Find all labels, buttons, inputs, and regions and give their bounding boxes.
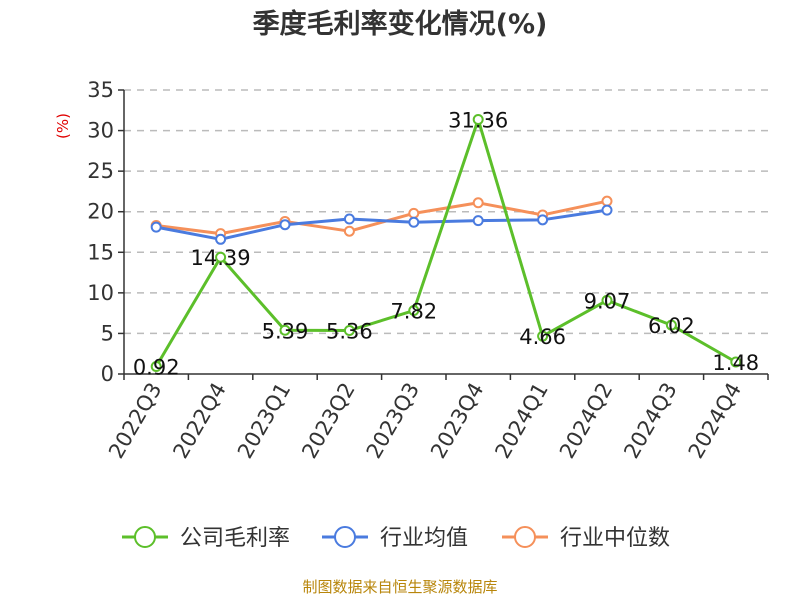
x-tick-label: 2023Q1: [233, 379, 295, 463]
data-point: [408, 305, 420, 317]
data-label: 9.07: [584, 289, 631, 313]
data-label: 1.48: [712, 351, 759, 375]
data-point: [215, 251, 227, 263]
data-point: [537, 214, 549, 226]
data-label: 5.39: [262, 319, 309, 343]
grid-lines: [124, 89, 768, 335]
data-labels: 0.92 14.39 5.39 5.36 7.82 31.36 4.66 9.07 6.02 1.…: [133, 109, 759, 380]
x-tick-label: 2024Q3: [619, 379, 681, 463]
y-tick-label: 35: [87, 78, 114, 102]
x-tick-label: 2023Q4: [426, 379, 488, 463]
legend-item: 行业均值: [322, 526, 468, 551]
data-label: 7.82: [390, 300, 437, 324]
y-tick-label: 15: [87, 240, 114, 264]
data-point: [150, 361, 162, 373]
data-label: 5.36: [326, 320, 373, 344]
x-tick-label: 2023Q2: [297, 379, 359, 463]
data-point: [537, 330, 549, 342]
x-tick-label: 2022Q4: [168, 379, 230, 463]
source-note: 制图数据来自恒生聚源数据库: [302, 578, 497, 596]
y-axis-label: (%): [54, 113, 72, 139]
chart-title: 季度毛利率变化情况(%): [253, 8, 548, 40]
x-tick-label: 2023Q3: [362, 379, 424, 463]
data-point: [408, 207, 420, 219]
legend-label: 行业均值: [380, 526, 468, 551]
data-point: [472, 197, 484, 209]
legend-label: 公司毛利率: [180, 526, 290, 551]
y-tick-label: 25: [87, 159, 114, 183]
data-label: 6.02: [648, 314, 695, 338]
series-line: [154, 118, 737, 368]
axes: [118, 89, 769, 380]
data-label: 31.36: [448, 109, 508, 133]
x-tick-labels: 2022Q3 2022Q4 2023Q1 2023Q2 2023Q3 2023Q4 2024…: [104, 379, 746, 463]
series-1: [150, 204, 613, 245]
data-point: [472, 215, 484, 227]
y-tick-label: 20: [87, 200, 114, 224]
series-lines: [150, 114, 742, 373]
legend: 公司毛利率 行业均值 行业中位数: [122, 526, 670, 551]
data-label: 14.39: [191, 246, 251, 270]
x-tick-label: 2024Q2: [555, 379, 617, 463]
data-point: [472, 114, 484, 126]
x-tick-label: 2024Q4: [684, 379, 746, 463]
series-line: [155, 208, 608, 241]
data-point: [215, 233, 227, 245]
data-point: [150, 221, 162, 233]
data-label: 0.92: [133, 356, 180, 380]
data-point: [601, 195, 613, 207]
data-point: [730, 356, 742, 368]
data-point: [665, 319, 677, 331]
series-0: [150, 114, 742, 373]
x-tick-label: 2022Q3: [104, 379, 166, 463]
legend-item: 公司毛利率: [122, 526, 290, 551]
data-point: [601, 204, 613, 216]
legend-swatch-marker: [514, 526, 536, 548]
data-point: [601, 294, 613, 306]
y-tick-label: 30: [87, 119, 114, 143]
y-tick-labels: 0 5 10 15 20 25 30 35: [87, 78, 114, 386]
y-tick-label: 0: [101, 362, 114, 386]
data-point: [408, 216, 420, 228]
y-tick-label: 5: [101, 321, 114, 345]
data-point: [279, 219, 291, 231]
legend-swatch-marker: [334, 526, 356, 548]
series-line: [156, 199, 608, 236]
data-point: [343, 225, 355, 237]
data-point: [343, 325, 355, 337]
y-tick-label: 10: [87, 281, 114, 305]
legend-swatch-marker: [134, 526, 156, 548]
data-point: [343, 213, 355, 225]
data-point: [279, 324, 291, 336]
legend-label: 行业中位数: [560, 526, 670, 551]
x-tick-label: 2024Q1: [490, 379, 552, 463]
legend-item: 行业中位数: [502, 526, 670, 551]
data-label: 4.66: [519, 325, 566, 349]
